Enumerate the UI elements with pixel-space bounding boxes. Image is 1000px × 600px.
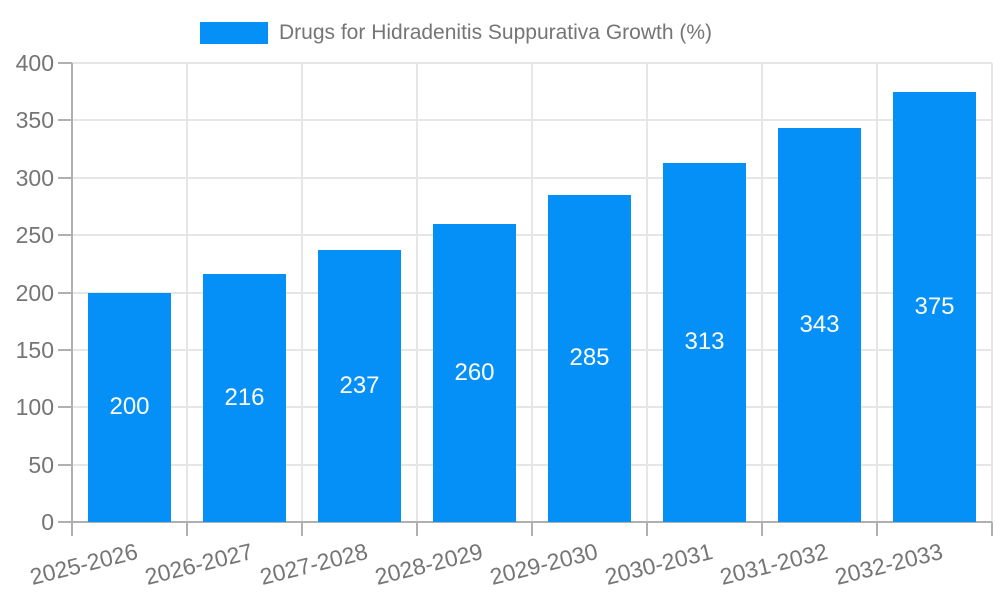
x-axis-tick	[646, 522, 648, 536]
bar-value-label: 375	[914, 292, 955, 320]
bar	[433, 223, 516, 522]
gridline-vertical	[876, 63, 878, 522]
gridline-vertical	[761, 63, 763, 522]
x-axis-tick	[761, 522, 763, 536]
legend: Drugs for Hidradenitis Suppurativa Growt…	[200, 21, 712, 45]
x-axis-tick	[531, 522, 533, 536]
x-axis-tick	[301, 522, 303, 536]
y-tick-label: 50	[28, 451, 54, 478]
x-tick-label: 2032-2033	[831, 538, 945, 590]
bar	[203, 274, 286, 522]
gridline-vertical	[301, 63, 303, 522]
y-tick-label: 350	[15, 107, 54, 134]
x-tick-label: 2026-2027	[141, 538, 255, 590]
gridline-vertical	[991, 63, 993, 522]
bar	[893, 91, 976, 522]
x-axis-tick	[71, 522, 73, 536]
y-axis-tick	[58, 463, 72, 466]
y-tick-label: 0	[41, 509, 54, 535]
bar-value-label: 237	[339, 372, 380, 400]
x-tick-label: 2028-2029	[371, 538, 485, 590]
y-tick-label: 200	[15, 279, 54, 306]
x-axis-tick	[876, 522, 878, 536]
y-axis-tick	[58, 119, 72, 122]
y-tick-label: 300	[15, 164, 54, 191]
x-axis-tick	[186, 522, 188, 536]
legend-label: Drugs for Hidradenitis Suppurativa Growt…	[279, 21, 713, 44]
x-tick-label: 2025-2026	[26, 538, 140, 590]
bar-value-label: 200	[109, 393, 150, 421]
bar-value-label: 216	[224, 384, 265, 412]
gridline-vertical	[646, 63, 648, 522]
gridline-vertical	[531, 63, 533, 522]
y-axis-tick	[58, 348, 72, 351]
y-tick-label: 100	[15, 394, 54, 421]
bar-value-label: 260	[454, 358, 495, 386]
x-axis-line	[72, 521, 992, 523]
bar-value-label: 313	[684, 328, 725, 356]
x-axis-tick	[416, 522, 418, 536]
y-axis-tick	[58, 62, 72, 64]
y-axis-tick	[58, 291, 72, 294]
x-tick-label: 2031-2032	[716, 538, 830, 590]
bar	[548, 194, 631, 522]
bar	[778, 128, 861, 522]
gridline-vertical	[186, 63, 188, 522]
x-tick-label: 2029-2030	[486, 538, 600, 590]
gridline-vertical	[416, 63, 418, 522]
y-tick-label: 250	[15, 222, 54, 249]
bar	[88, 292, 171, 522]
y-tick-label: 150	[15, 336, 54, 363]
bar-value-label: 343	[799, 311, 840, 339]
bar-value-label: 285	[569, 344, 610, 372]
bar	[318, 250, 401, 522]
y-tick-label: 400	[15, 50, 54, 76]
y-axis-tick	[58, 521, 72, 523]
x-tick-label: 2030-2031	[601, 538, 715, 590]
y-axis-tick	[58, 234, 72, 237]
y-axis-line	[71, 63, 73, 522]
y-axis-tick	[58, 176, 72, 179]
y-axis-tick	[58, 406, 72, 409]
x-tick-label: 2027-2028	[256, 538, 370, 590]
legend-swatch	[200, 22, 268, 44]
bar	[663, 162, 746, 522]
x-axis-tick	[991, 522, 993, 536]
